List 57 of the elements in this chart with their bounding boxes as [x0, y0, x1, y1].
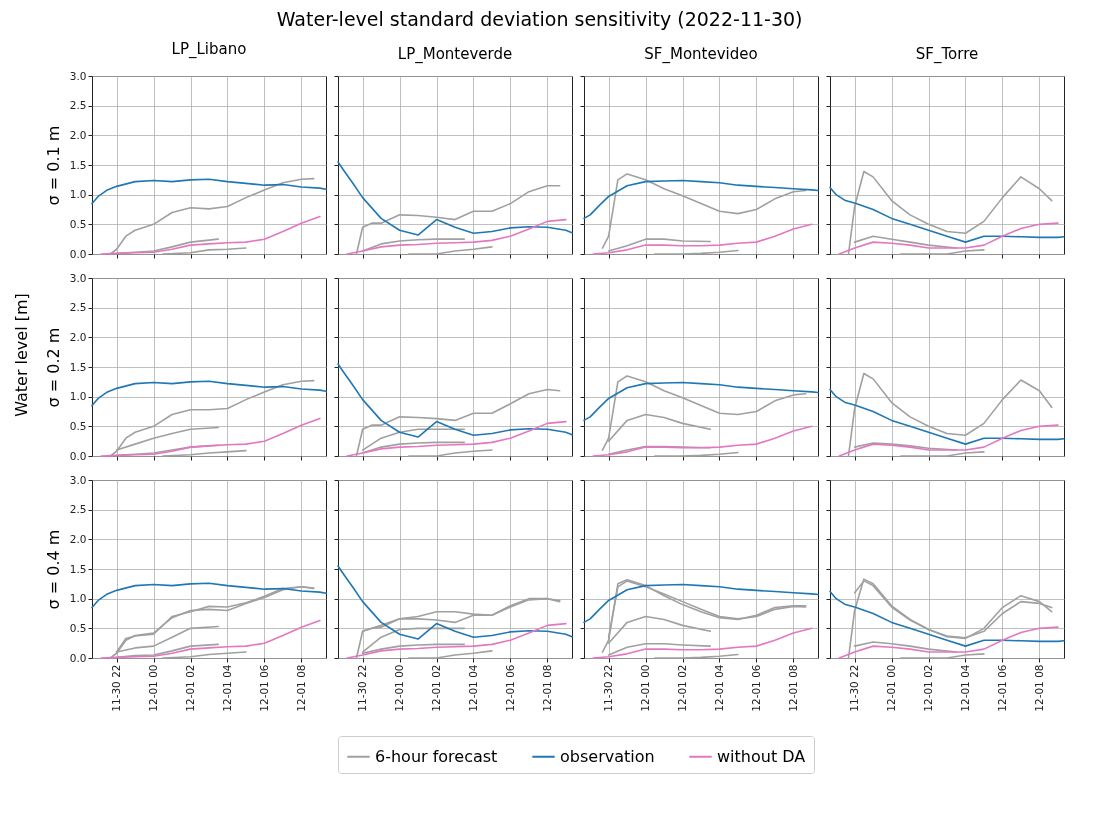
x-tick-label: 12-01 08: [786, 664, 799, 712]
x-tick-label: 12-01 02: [922, 664, 935, 712]
x-tick-label: 12-01 00: [639, 664, 652, 712]
x-tick-label: 12-01 02: [676, 664, 689, 712]
chart-title: LP_Libano: [171, 40, 247, 59]
y-tick-label: 2.5: [69, 301, 87, 314]
x-tick-label: 12-01 00: [147, 664, 160, 712]
x-tick-label: 12-01 02: [184, 664, 197, 712]
x-tick-label: 11-30 22: [356, 664, 369, 712]
y-tick-label: 3.0: [69, 69, 87, 82]
x-tick-label: 11-30 22: [110, 664, 123, 712]
y-tick-label: 2.0: [69, 128, 87, 141]
y-tick-label: 2.0: [69, 330, 87, 343]
y-tick-label: 3.0: [69, 271, 87, 284]
legend-label: without DA: [717, 746, 806, 766]
y-tick-label: 1.0: [69, 390, 87, 403]
y-tick-label: 0.5: [69, 419, 87, 432]
y-tick-label: 1.0: [69, 188, 87, 201]
x-tick-label: 12-01 04: [958, 664, 971, 712]
y-tick-label: 1.5: [69, 360, 87, 373]
x-tick-label: 12-01 08: [540, 664, 553, 712]
y-axis-title: σ = 0.1 m: [43, 125, 63, 206]
y-tick-label: 1.5: [69, 562, 87, 575]
y-tick-label: 0.0: [69, 247, 87, 260]
y-tick-label: 1.5: [69, 158, 87, 171]
y-tick-label: 2.5: [69, 99, 87, 112]
y-tick-label: 0.5: [69, 621, 87, 634]
chart-title: SF_Montevideo: [644, 44, 758, 64]
x-tick-label: 12-01 08: [1032, 664, 1045, 712]
x-tick-label: 12-01 02: [430, 664, 443, 712]
y-tick-label: 1.0: [69, 592, 87, 605]
x-tick-label: 12-01 04: [466, 664, 479, 712]
y-tick-label: 2.5: [69, 503, 87, 516]
y-tick-label: 2.0: [69, 532, 87, 545]
y-tick-label: 0.0: [69, 651, 87, 664]
y-axis-title: σ = 0.4 m: [43, 529, 63, 610]
x-tick-label: 12-01 06: [503, 664, 516, 712]
x-tick-label: 12-01 04: [712, 664, 725, 712]
x-tick-label: 12-01 04: [220, 664, 233, 712]
text: Water level [m]: [12, 293, 31, 417]
chart-title: SF_Torre: [915, 44, 979, 64]
text: Water-level standard deviation sensitivity (2022-11-30): [276, 7, 803, 30]
x-tick-label: 12-01 06: [257, 664, 270, 712]
y-tick-label: 0.5: [69, 217, 87, 230]
y-tick-label: 0.0: [69, 449, 87, 462]
chart-title: LP_Monteverde: [397, 44, 513, 64]
x-tick-label: 12-01 06: [749, 664, 762, 712]
y-tick-label: 3.0: [69, 473, 87, 486]
x-tick-label: 12-01 00: [885, 664, 898, 712]
x-tick-label: 12-01 00: [393, 664, 406, 712]
y-axis-title: σ = 0.2 m: [43, 327, 63, 408]
x-tick-label: 11-30 22: [848, 664, 861, 712]
x-tick-label: 12-01 08: [294, 664, 307, 712]
legend-label: observation: [560, 746, 655, 766]
x-tick-label: 11-30 22: [602, 664, 615, 712]
x-tick-label: 12-01 06: [995, 664, 1008, 712]
legend-label: 6-hour forecast: [375, 746, 498, 766]
